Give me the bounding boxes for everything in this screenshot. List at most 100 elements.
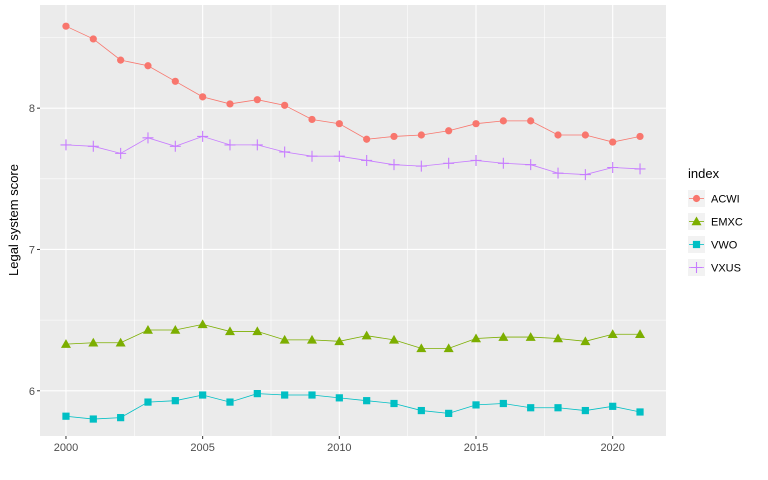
data-point-vwo xyxy=(335,394,343,402)
data-point-vxus xyxy=(552,167,564,179)
data-point-vwo xyxy=(636,408,644,416)
plot-panel xyxy=(40,5,666,436)
data-point-vwo xyxy=(417,406,425,415)
legend: index ACWI EMXC VWO VXUS xyxy=(688,166,743,276)
major-gridlines xyxy=(40,5,666,436)
data-point-vwo xyxy=(89,415,97,423)
data-point-acwi xyxy=(499,117,507,125)
series-vwo xyxy=(62,390,644,423)
x-tick-label: 2015 xyxy=(464,442,488,454)
data-point-vwo xyxy=(499,399,507,408)
x-tick-label: 2020 xyxy=(600,442,624,454)
data-point-vxus xyxy=(115,147,127,159)
legend-item-vwo: VWO xyxy=(688,236,738,253)
data-point-acwi xyxy=(581,131,589,139)
data-point-acwi xyxy=(363,135,371,143)
legend-label-emxc: EMXC xyxy=(711,217,743,229)
data-point-acwi xyxy=(609,138,617,146)
data-point-vxus xyxy=(169,140,181,152)
data-point-emxc xyxy=(389,334,400,344)
x-tick-label: 2000 xyxy=(54,442,78,454)
data-point-emxc xyxy=(279,334,290,344)
data-point-vwo xyxy=(581,406,589,415)
data-point-vwo xyxy=(62,412,70,420)
data-point-vxus xyxy=(497,157,509,169)
y-axis-title: Legal system score xyxy=(6,164,21,276)
legend-key-marker-acwi xyxy=(692,194,701,203)
legend-title: index xyxy=(688,166,720,181)
legend-item-emxc: EMXC xyxy=(688,213,743,230)
data-point-acwi xyxy=(62,22,70,30)
data-point-vxus xyxy=(634,163,646,175)
y-tick-label: 8 xyxy=(29,103,35,115)
series-line-vxus xyxy=(65,135,641,175)
legend-item-acwi: ACWI xyxy=(688,190,740,207)
series-emxc xyxy=(60,319,646,353)
legend-key-marker-emxc xyxy=(691,216,702,226)
data-point-vxus xyxy=(142,132,154,144)
x-tick-label: 2010 xyxy=(327,442,351,454)
data-point-vwo xyxy=(144,398,152,406)
data-point-vxus xyxy=(607,162,619,174)
legend-key-marker-vxus xyxy=(691,262,702,273)
data-point-acwi xyxy=(253,96,261,104)
data-point-acwi xyxy=(226,100,234,108)
data-point-emxc xyxy=(525,332,536,341)
data-point-emxc xyxy=(334,336,345,346)
data-point-vxus xyxy=(224,139,236,151)
series-line-acwi xyxy=(65,25,641,143)
y-tick-label: 7 xyxy=(29,244,35,256)
data-point-vwo xyxy=(253,390,261,398)
data-point-vwo xyxy=(390,399,398,408)
data-point-acwi xyxy=(554,131,562,139)
data-point-vwo xyxy=(281,391,289,399)
data-point-vwo xyxy=(171,397,179,405)
data-point-vwo xyxy=(199,391,207,399)
data-point-emxc xyxy=(170,325,181,334)
data-point-vxus xyxy=(415,160,427,172)
data-point-vxus xyxy=(333,150,345,162)
data-point-vxus xyxy=(470,154,482,166)
data-point-emxc xyxy=(580,336,591,346)
data-point-emxc xyxy=(88,337,99,347)
data-point-vxus xyxy=(525,159,537,171)
series-vxus xyxy=(60,130,646,181)
data-point-vwo xyxy=(472,401,480,409)
data-point-vwo xyxy=(609,402,617,410)
series-layer xyxy=(60,22,646,423)
minor-gridlines xyxy=(40,5,666,436)
data-point-emxc xyxy=(306,334,317,344)
data-point-vxus xyxy=(279,146,291,158)
data-point-emxc xyxy=(115,337,126,347)
data-point-emxc xyxy=(607,329,618,339)
data-point-emxc xyxy=(224,326,235,336)
data-point-emxc xyxy=(60,339,71,348)
data-point-emxc xyxy=(142,325,153,334)
data-point-acwi xyxy=(308,115,316,124)
data-point-acwi xyxy=(171,77,179,85)
data-point-vwo xyxy=(308,391,316,399)
legend-label-vwo: VWO xyxy=(711,240,738,252)
data-point-vwo xyxy=(363,397,371,405)
data-point-emxc xyxy=(498,332,509,341)
data-point-acwi xyxy=(527,117,535,125)
data-point-acwi xyxy=(144,62,152,70)
data-point-vwo xyxy=(117,414,125,422)
data-point-vwo xyxy=(226,398,234,406)
data-point-vxus xyxy=(361,154,373,166)
legend-key-marker-vwo xyxy=(692,240,701,249)
data-point-vxus xyxy=(251,139,263,151)
data-point-acwi xyxy=(445,127,453,135)
series-acwi xyxy=(62,22,644,146)
series-line-vwo xyxy=(65,393,641,420)
data-point-emxc xyxy=(197,319,208,329)
data-point-emxc xyxy=(553,333,564,343)
data-point-acwi xyxy=(390,132,398,141)
data-point-vxus xyxy=(60,139,72,151)
x-tick-label: 2005 xyxy=(190,442,214,454)
axes: 2000 2005 2010 2015 2020 6 7 8 xyxy=(29,103,625,454)
series-line-emxc xyxy=(65,323,641,349)
data-point-emxc xyxy=(635,329,646,339)
data-point-emxc xyxy=(252,326,263,336)
